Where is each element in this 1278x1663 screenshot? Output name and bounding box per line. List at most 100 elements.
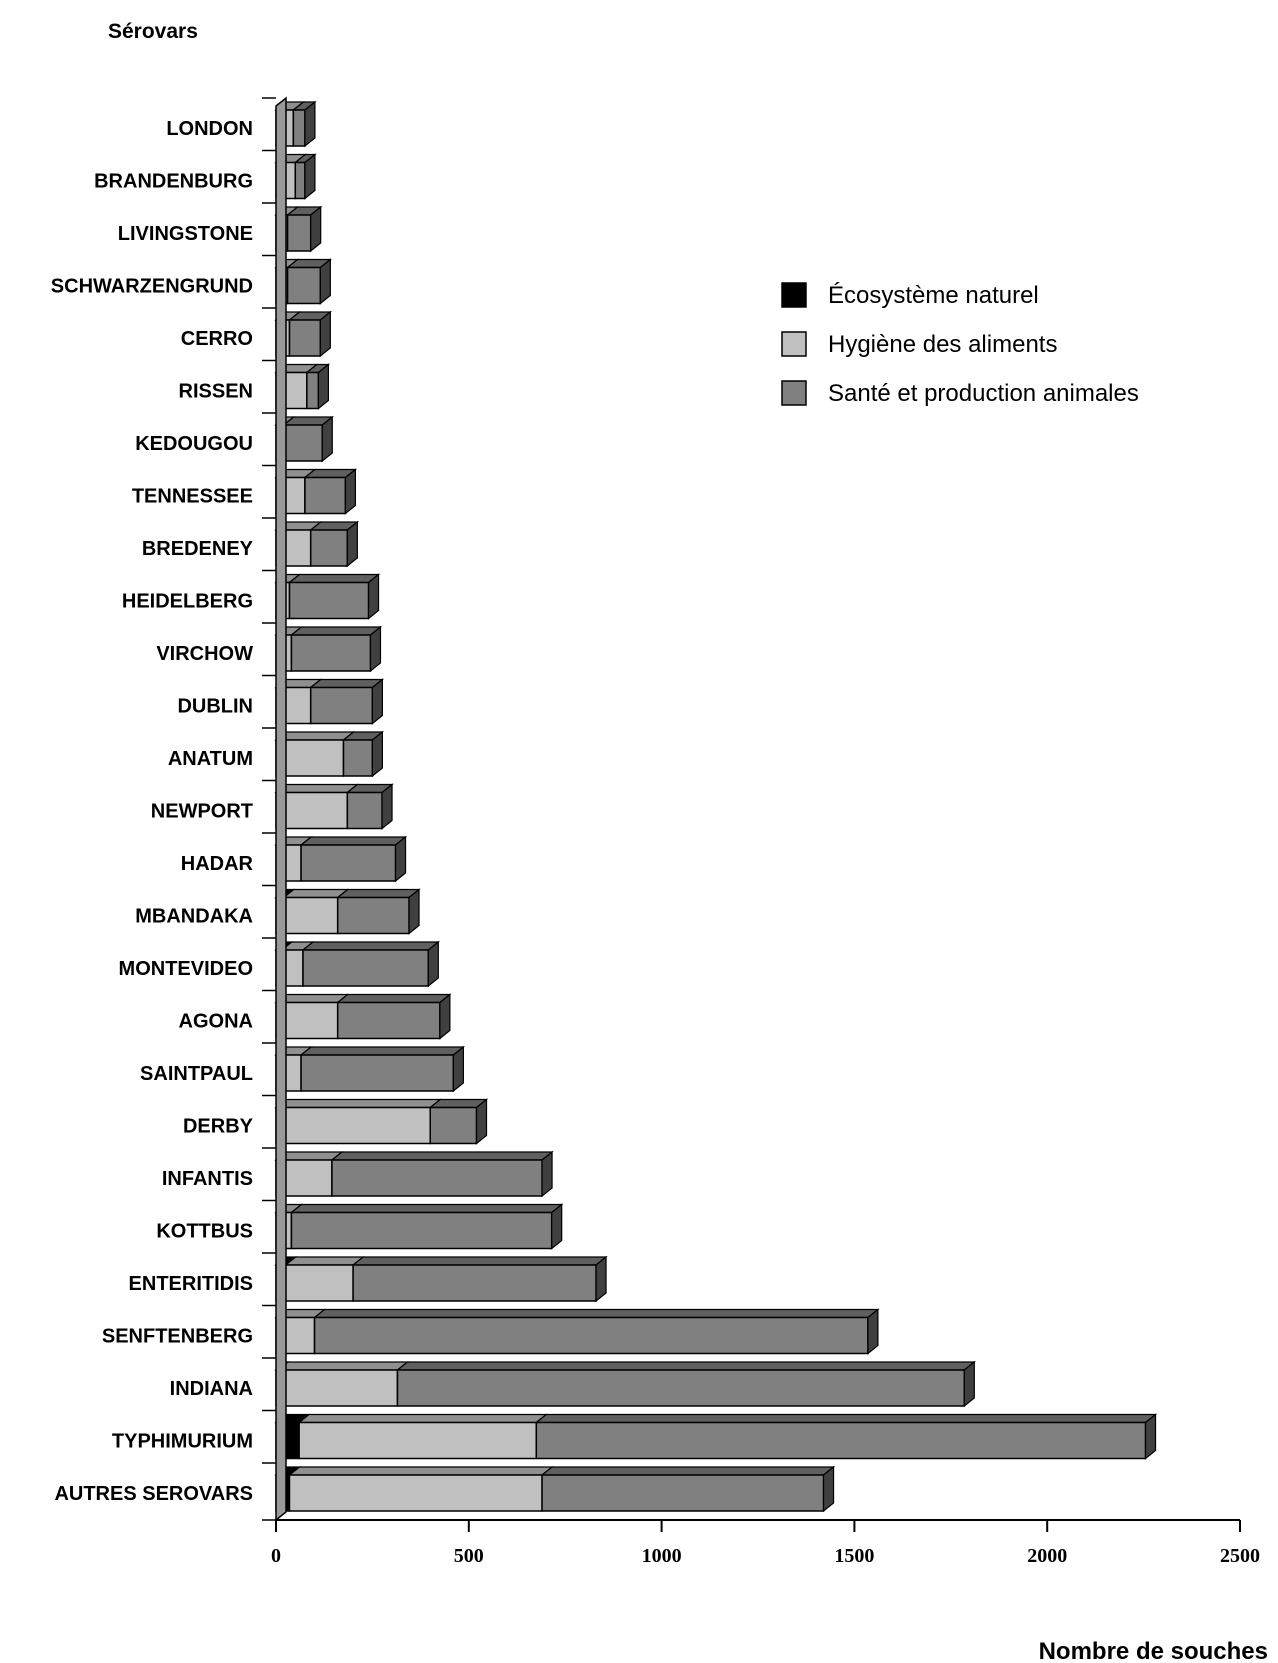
legend-swatch — [781, 331, 807, 357]
category-label: HADAR — [181, 853, 254, 875]
bar-segment — [288, 1474, 543, 1512]
bar-group — [274, 1255, 608, 1303]
bar-segment — [336, 1001, 441, 1040]
bar-side — [822, 1465, 835, 1513]
category-label: BREDENEY — [142, 538, 254, 560]
bar-side — [439, 993, 451, 1040]
category-label: ANATUM — [168, 748, 253, 770]
legend-label: Hygiène des aliments — [828, 331, 1057, 358]
bar-segment — [309, 529, 349, 567]
bar-side — [452, 1045, 464, 1093]
bar-side — [319, 310, 331, 358]
x-tick-label: 1500 — [834, 1545, 874, 1567]
x-tick-label: 2500 — [1220, 1545, 1260, 1567]
y-axis-title: Sérovars — [108, 20, 198, 43]
bar-group — [274, 1308, 880, 1355]
legend-label: Santé et production animales — [828, 380, 1139, 407]
bar-group — [274, 1098, 489, 1145]
bar-group — [274, 625, 383, 673]
bar-segment — [282, 424, 324, 462]
bar-segment — [352, 1264, 597, 1302]
bar-group — [274, 1045, 466, 1093]
bar-side — [346, 520, 358, 568]
bar-side — [369, 625, 382, 673]
bar-side — [321, 415, 333, 463]
bar-segment — [277, 1369, 399, 1407]
bar-group — [274, 783, 394, 830]
bar-segment — [302, 949, 430, 987]
bar-group — [274, 940, 441, 988]
bar-segment — [290, 634, 372, 672]
bar-top — [287, 573, 381, 584]
bar-group — [274, 1413, 1158, 1460]
bar-group — [274, 520, 360, 568]
bar-segment — [288, 319, 322, 357]
bar-top — [330, 1151, 554, 1161]
bar-segment — [282, 896, 339, 935]
legend-item: Hygiène des aliments — [781, 331, 1057, 358]
x-tick-label: 2000 — [1027, 1545, 1067, 1567]
bar-segment — [300, 1054, 455, 1092]
legend-swatch — [781, 380, 807, 406]
category-label: TYPHIMURIUM — [112, 1431, 253, 1453]
bar-side — [963, 1360, 975, 1408]
bar-segment — [294, 161, 306, 200]
bar-segment — [535, 1421, 1147, 1460]
category-label: AUTRES SEROVARS — [54, 1483, 253, 1505]
bar-segment — [304, 476, 347, 515]
bar-top — [301, 941, 441, 951]
bar-top — [299, 1046, 466, 1056]
bar-side — [551, 1203, 563, 1250]
bar-group — [274, 993, 452, 1040]
bar-segment — [309, 686, 374, 725]
bar-top — [351, 1256, 608, 1266]
bar-top — [289, 1203, 564, 1214]
bar-top — [540, 1466, 836, 1476]
bar-segment — [300, 844, 397, 882]
bar-segment — [429, 1106, 478, 1145]
legend-label: Écosystème naturel — [828, 282, 1039, 309]
category-label: ENTERITIDIS — [129, 1273, 253, 1295]
bar-top — [312, 1308, 880, 1319]
category-label: KOTTBUS — [156, 1221, 253, 1243]
legend-item: Santé et production animales — [781, 380, 1139, 407]
bar-side — [408, 888, 420, 935]
bar-top — [283, 1256, 365, 1266]
x-tick-label: 0 — [271, 1545, 281, 1567]
bar-group — [274, 1360, 977, 1408]
category-label: VIRCHOW — [156, 643, 253, 665]
category-label: TENNESSEE — [132, 486, 253, 508]
bar-group — [274, 678, 385, 725]
bar-group — [274, 573, 381, 620]
bar-segment — [284, 1264, 354, 1302]
category-label: LIVINGSTONE — [118, 223, 253, 245]
bar-segment — [292, 109, 306, 147]
bar-segment — [306, 371, 320, 410]
bar-side — [344, 468, 357, 515]
bar-top — [274, 1098, 442, 1109]
x-tick-label: 1000 — [642, 1545, 682, 1567]
tick-labels: 0 500 1000 1500 2000 2500 — [271, 1545, 1260, 1567]
category-label: AGONA — [179, 1011, 253, 1033]
bar-top — [335, 993, 452, 1004]
category-label: SAINTPAUL — [140, 1063, 253, 1085]
bar-side — [427, 940, 439, 988]
category-label: LONDON — [166, 118, 253, 140]
bar-side — [371, 730, 383, 778]
bar-side — [394, 835, 407, 883]
bar-side — [304, 153, 316, 200]
category-label: DUBLIN — [177, 696, 253, 718]
bar-segment — [286, 214, 312, 252]
bar-group — [274, 1150, 554, 1198]
bar-side — [867, 1308, 879, 1355]
bar-segment — [288, 581, 370, 620]
category-label: SENFTENBERG — [102, 1326, 253, 1348]
bar-segment — [290, 1211, 553, 1250]
axis-wall — [275, 96, 287, 1522]
category-label: INDIANA — [170, 1378, 253, 1400]
bar-side — [371, 678, 383, 725]
category-label: MONTEVIDEO — [119, 958, 253, 980]
category-label: SCHWARZENGRUND — [51, 276, 253, 298]
bar-top — [308, 678, 385, 689]
